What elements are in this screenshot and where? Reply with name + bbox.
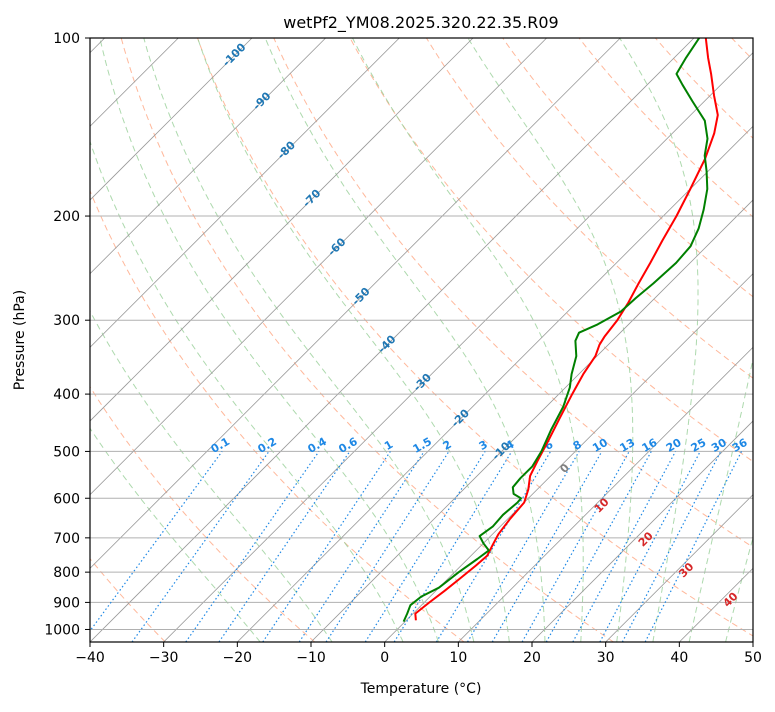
mixing-ratio-line — [185, 451, 320, 642]
mixing-ratio-line — [466, 451, 580, 642]
chart-title: wetPf2_YM08.2025.320.22.35.R09 — [283, 13, 558, 33]
x-tick-label: −40 — [75, 650, 105, 666]
isotherm-line — [605, 494, 753, 642]
isotherm-line — [90, 38, 695, 642]
mixing-ratio-line — [364, 451, 486, 642]
moist-adiabat-line — [90, 139, 404, 642]
x-tick-label: 0 — [380, 650, 389, 666]
x-tick-label: 40 — [670, 650, 688, 666]
x-axis-label: Temperature (°C) — [360, 681, 482, 697]
y-tick-label: 1000 — [44, 622, 80, 638]
y-tick-label: 600 — [53, 491, 80, 507]
x-tick-label: 30 — [597, 650, 615, 666]
isotherm-line — [90, 38, 474, 422]
mixing-ratio-line — [435, 451, 552, 642]
moist-adiabat-line — [90, 310, 333, 642]
moist-adiabat-line — [264, 38, 546, 642]
isotherm-line — [237, 125, 753, 642]
dry-adiabat-line — [425, 38, 753, 379]
y-tick-label: 100 — [53, 31, 80, 47]
moist-adiabat-line — [143, 38, 475, 642]
dry-adiabat-line — [502, 38, 753, 298]
x-tick-label: 50 — [744, 650, 762, 666]
y-tick-label: 400 — [53, 387, 80, 403]
dry-adiabat-line — [90, 189, 465, 642]
temperature-profile-line — [414, 38, 719, 621]
mixing-ratio-line — [325, 451, 450, 642]
moist-adiabat-line — [725, 535, 753, 642]
mixing-ratio-line — [521, 451, 630, 642]
y-axis-label: Pressure (hPa) — [12, 290, 28, 390]
isotherm-line — [458, 346, 753, 642]
axes: −40 −30 −20 −10 0 10 20 30 40 50 100 200 300 400 500 60… — [44, 31, 762, 666]
plot-frame — [89, 37, 754, 643]
isotherm-line — [163, 52, 753, 642]
mixing-ratio-line — [545, 451, 652, 642]
mixing-ratio-line — [572, 451, 677, 642]
mixing-ratio-line — [218, 451, 351, 642]
moist-adiabat-line — [90, 427, 261, 642]
y-tick-label: 900 — [53, 595, 80, 611]
x-tick-label: −20 — [223, 650, 253, 666]
moist-adiabat-line — [688, 356, 753, 642]
moist-adiabat-line — [99, 38, 439, 642]
mixing-ratio-line — [90, 451, 223, 632]
isotherm-line — [384, 273, 753, 642]
isotherm-line — [90, 38, 253, 201]
y-tick-label: 300 — [53, 313, 80, 329]
isotherm-line — [90, 38, 547, 496]
mixing-ratio-line — [491, 451, 603, 642]
moist-adiabat-line — [619, 38, 699, 642]
isotherm-line — [90, 38, 326, 275]
dewpoint-profile-line — [402, 38, 709, 623]
dry-adiabat-line — [273, 38, 753, 548]
isotherm-line — [90, 38, 400, 348]
moist-adiabat-line — [352, 38, 584, 642]
mixing-ratio-line — [393, 451, 513, 642]
y-tick-label: 700 — [53, 531, 80, 547]
isotherm-line — [90, 38, 621, 569]
y-tick-label: 200 — [53, 209, 80, 225]
x-tick-label: 10 — [449, 650, 467, 666]
dry-adiabat-line — [90, 385, 316, 642]
y-tick-label: 800 — [53, 565, 80, 581]
x-tick-label: −10 — [296, 650, 326, 666]
dry-adiabat-line — [197, 38, 753, 637]
isotherm-line — [310, 199, 753, 642]
isotherm-line — [531, 420, 753, 642]
dry-adiabat-line — [120, 38, 614, 642]
mixing-ratio-line — [131, 451, 270, 642]
y-tick-label: 500 — [53, 444, 80, 460]
moist-adiabat-line — [197, 38, 510, 642]
x-tick-label: −30 — [149, 650, 179, 666]
x-tick-label: 20 — [523, 650, 541, 666]
